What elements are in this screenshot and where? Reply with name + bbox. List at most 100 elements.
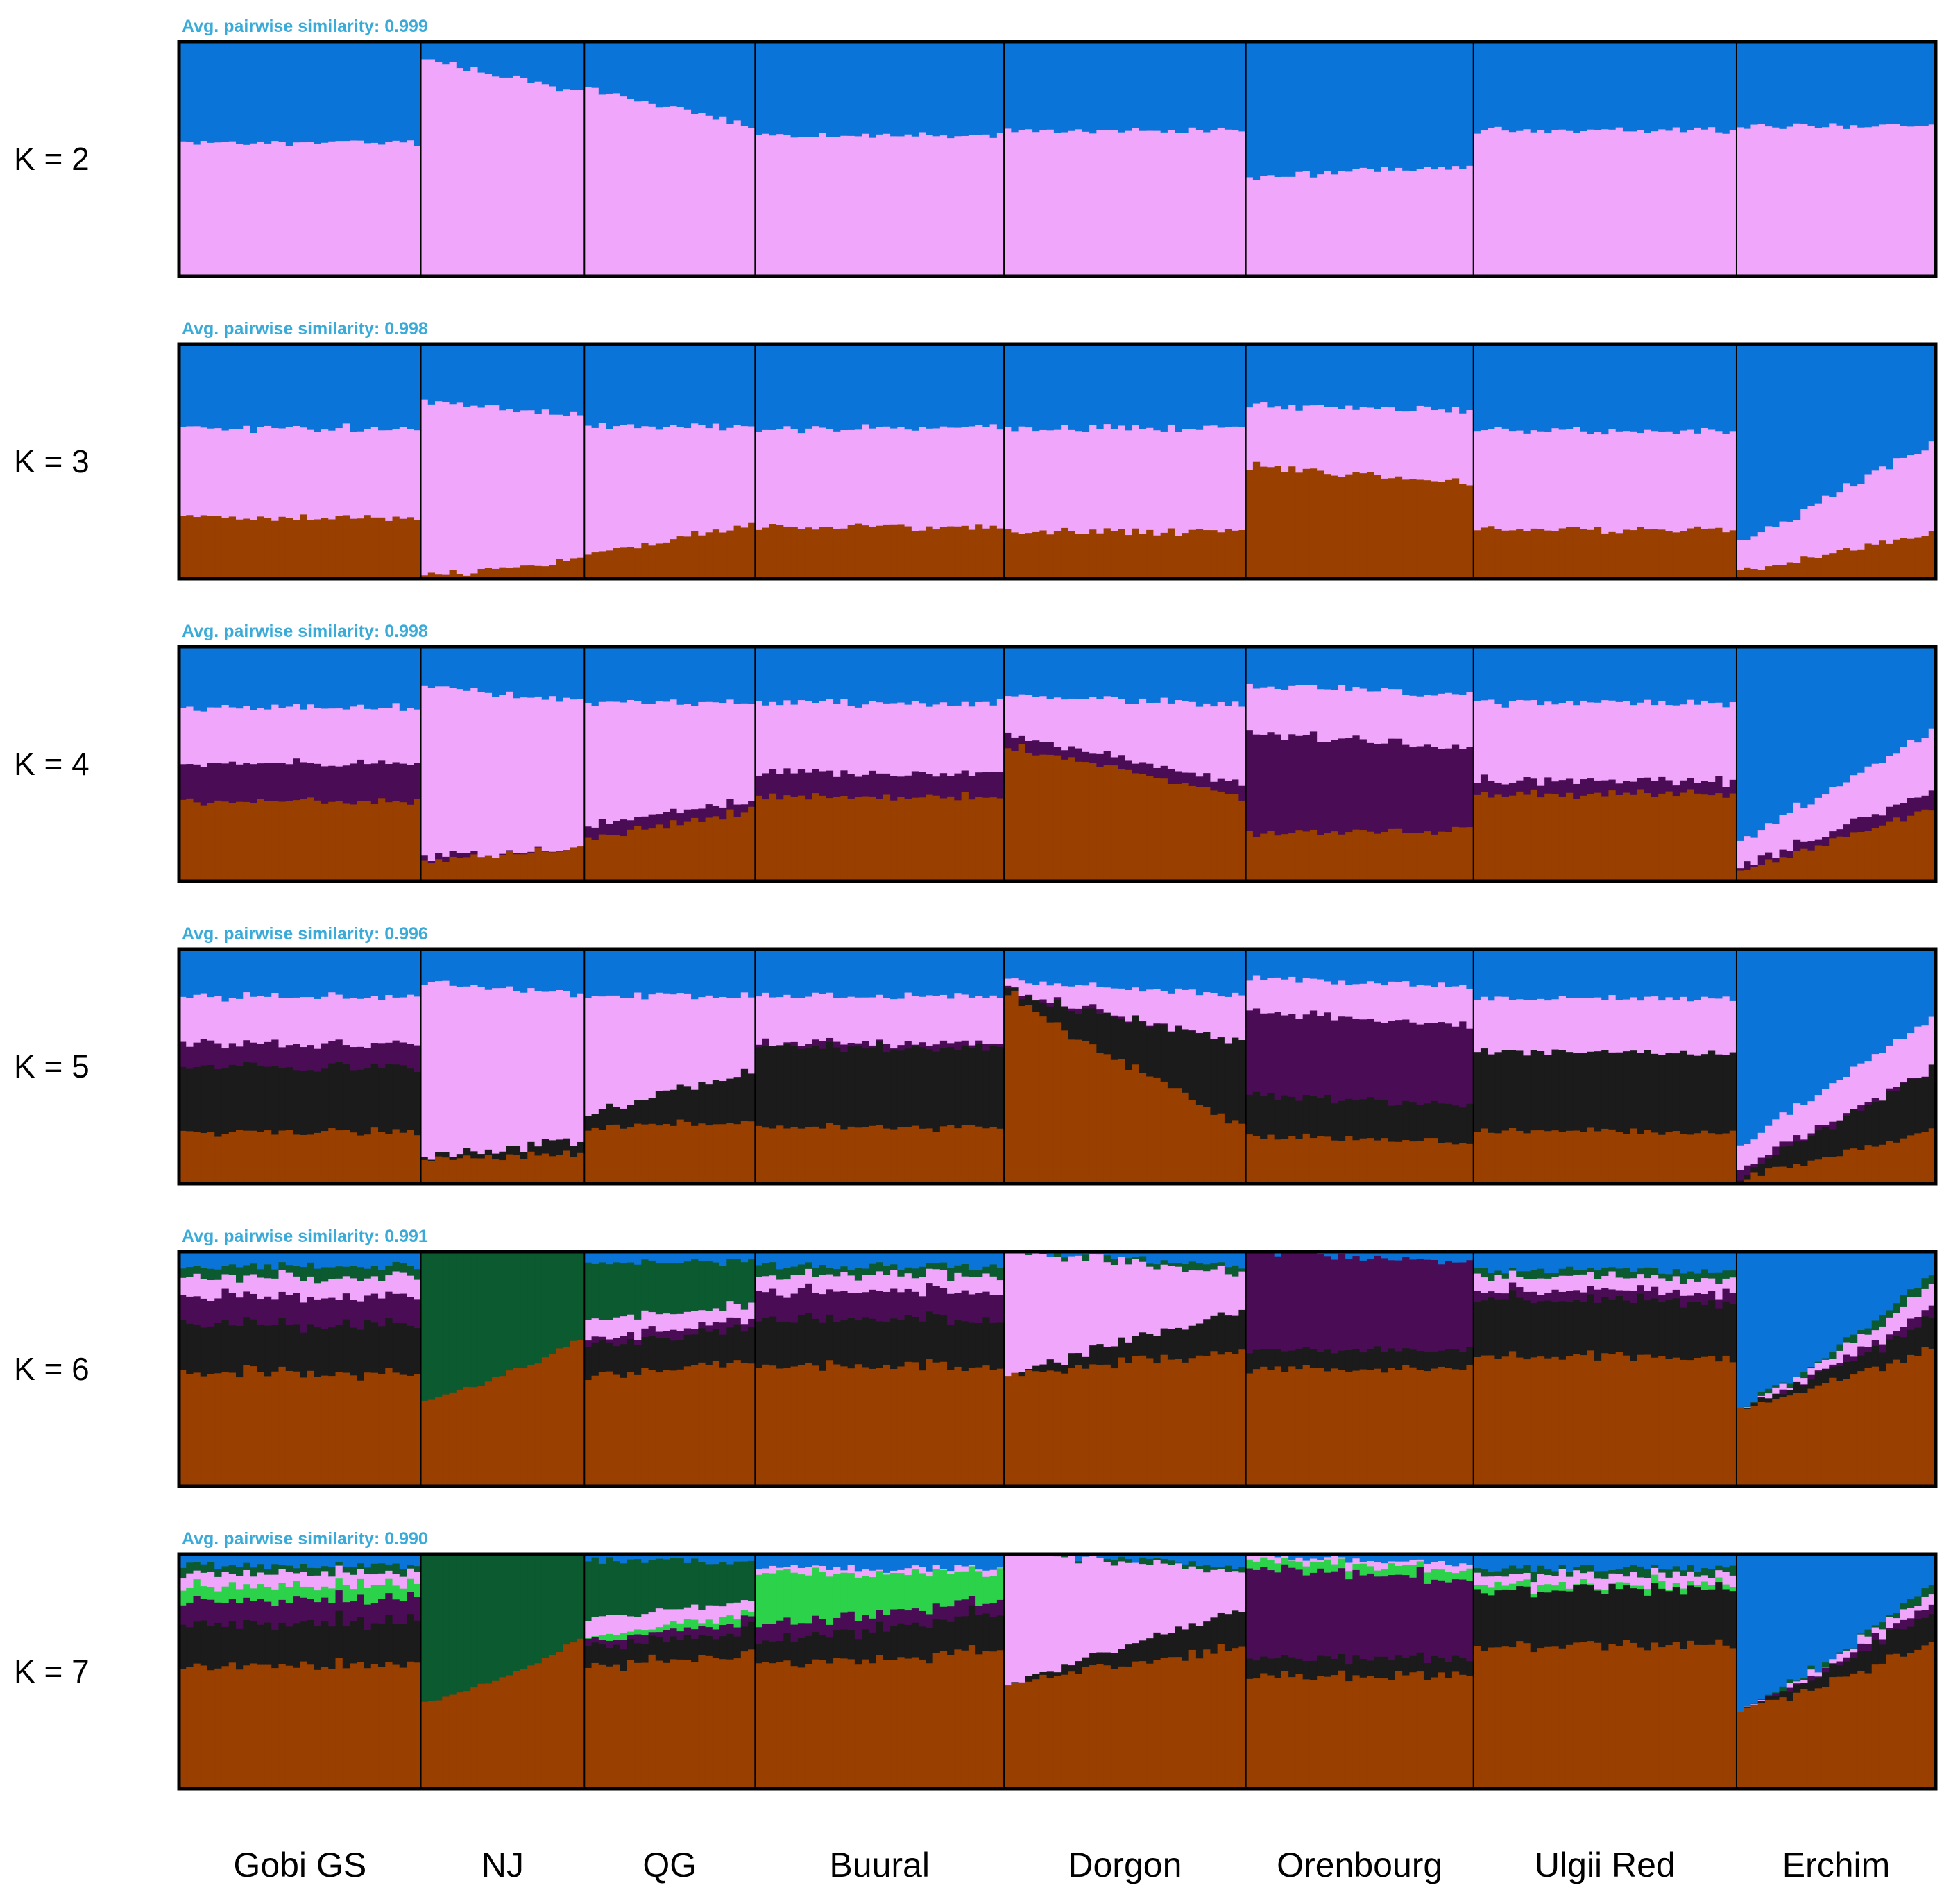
bar-segment-pink xyxy=(1466,692,1474,747)
bar-segment-pink xyxy=(911,996,919,1046)
bar-segment-blue xyxy=(1146,647,1154,704)
bar-segment-blue xyxy=(776,1252,784,1270)
bar-segment-blue xyxy=(1480,1252,1488,1268)
bar-segment-brown xyxy=(897,524,905,579)
bar-segment-black xyxy=(1480,1048,1488,1130)
bar-segment-black xyxy=(200,1065,208,1134)
bar-segment-black xyxy=(1302,1095,1311,1134)
bar-segment-pink xyxy=(1103,130,1111,277)
bar-segment-purple xyxy=(300,1302,308,1334)
bar-segment-black xyxy=(726,1327,735,1364)
bar-segment-blue xyxy=(740,344,749,427)
bar-segment-blue xyxy=(1508,1252,1517,1268)
bar-segment-brown xyxy=(1814,1159,1823,1184)
bar-segment-brown xyxy=(1707,528,1716,579)
bar-segment-pink xyxy=(826,1274,834,1290)
bar-segment-black xyxy=(926,1311,934,1360)
bar-segment-brown xyxy=(1011,1372,1019,1487)
bar-segment-darkgreen xyxy=(350,1266,357,1279)
bar-segment-pink xyxy=(449,688,457,852)
bar-segment-black xyxy=(321,1329,329,1377)
bar-segment-pink xyxy=(683,1311,692,1329)
bar-segment-purple xyxy=(179,1041,187,1068)
bar-segment-blue xyxy=(1309,949,1318,980)
bar-segment-pink xyxy=(1317,689,1325,743)
bar-segment-pink xyxy=(1309,405,1318,469)
bar-segment-purple xyxy=(1573,1290,1581,1300)
bar-segment-pink xyxy=(1118,425,1125,530)
bar-segment-brown xyxy=(1558,796,1567,882)
bar-segment-brown xyxy=(1288,1136,1297,1184)
bar-segment-pink xyxy=(1551,130,1560,277)
bar-segment-pink xyxy=(826,429,834,527)
bar-segment-brown xyxy=(378,1374,386,1487)
bar-segment-purple xyxy=(1630,781,1638,796)
bar-segment-blue xyxy=(193,949,201,996)
bar-segment-purple xyxy=(1537,785,1545,798)
bar-segment-pink xyxy=(1188,989,1197,1031)
bar-segment-purple xyxy=(1757,1397,1766,1399)
bar-segment-pink xyxy=(1736,1145,1744,1170)
bar-segment-purple xyxy=(1516,780,1524,792)
bar-segment-pink xyxy=(705,428,713,533)
bar-segment-pink xyxy=(1764,126,1773,277)
bar-segment-brown xyxy=(1587,1350,1595,1487)
bar-segment-blue xyxy=(890,344,898,429)
bar-segment-pink xyxy=(705,701,713,805)
bar-segment-black xyxy=(357,1069,365,1136)
bar-segment-pink xyxy=(1871,1330,1880,1341)
bar-segment-pink xyxy=(1217,127,1225,277)
bar-segment-black xyxy=(300,1621,308,1662)
bar-segment-pink xyxy=(1431,987,1439,1024)
bar-segment-purple xyxy=(1160,1023,1168,1025)
bar-segment-brown xyxy=(1843,1149,1851,1184)
bar-segment-brown xyxy=(285,1665,293,1789)
bar-segment-brown xyxy=(606,550,613,579)
bar-segment-purple xyxy=(1153,767,1161,778)
bar-segment-blue xyxy=(627,42,635,100)
bar-segment-black xyxy=(1175,1026,1182,1089)
bar-segment-brown xyxy=(1011,532,1019,579)
bar-segment-blue xyxy=(1302,949,1311,979)
bar-segment-brown xyxy=(1359,1138,1367,1184)
bar-segment-brown xyxy=(179,1370,187,1487)
bar-segment-pink xyxy=(414,709,422,764)
bar-segment-pink xyxy=(733,703,742,806)
bar-segment-blue xyxy=(954,949,962,994)
bar-segment-purple xyxy=(1345,738,1354,833)
bar-segment-blue xyxy=(1907,42,1915,127)
bar-segment-darkgreen xyxy=(407,1565,414,1569)
bar-segment-brown xyxy=(1068,1368,1076,1487)
bar-segment-pink xyxy=(470,405,479,574)
bar-segment-blue xyxy=(1132,344,1140,426)
bar-segment-blue xyxy=(840,647,849,700)
bar-segment-blue xyxy=(1715,949,1723,1000)
bar-segment-brown xyxy=(342,803,350,882)
bar-segment-purple xyxy=(1615,1290,1624,1297)
bar-segment-purple xyxy=(812,769,820,794)
bar-segment-brown xyxy=(1551,1356,1560,1487)
bar-segment-purple xyxy=(1829,1121,1837,1130)
bar-segment-brown xyxy=(812,1365,820,1487)
bar-segment-blue xyxy=(1843,344,1851,484)
bar-segment-blue xyxy=(1516,647,1524,701)
bar-segment-pink xyxy=(1331,984,1339,1021)
bar-segment-black xyxy=(1359,1352,1367,1370)
bar-segment-brown xyxy=(890,1129,898,1184)
bar-segment-purple xyxy=(613,1338,621,1347)
bar-segment-purple xyxy=(1167,1031,1175,1033)
bar-segment-pink xyxy=(1829,1359,1837,1365)
bar-segment-blue xyxy=(1836,949,1844,1080)
bar-segment-pink xyxy=(1821,794,1830,838)
bar-segment-brown xyxy=(1565,1356,1574,1487)
bar-segment-pink xyxy=(648,426,656,546)
bar-segment-brown xyxy=(1039,1372,1048,1487)
bar-segment-pink xyxy=(1188,429,1197,531)
bar-segment-pink xyxy=(961,135,969,277)
bar-segment-blue xyxy=(477,42,486,74)
bar-segment-blue xyxy=(1722,42,1730,135)
bar-segment-brown xyxy=(1182,1362,1190,1487)
bar-segment-pink xyxy=(719,703,727,808)
bar-segment-purple xyxy=(1886,1334,1894,1340)
